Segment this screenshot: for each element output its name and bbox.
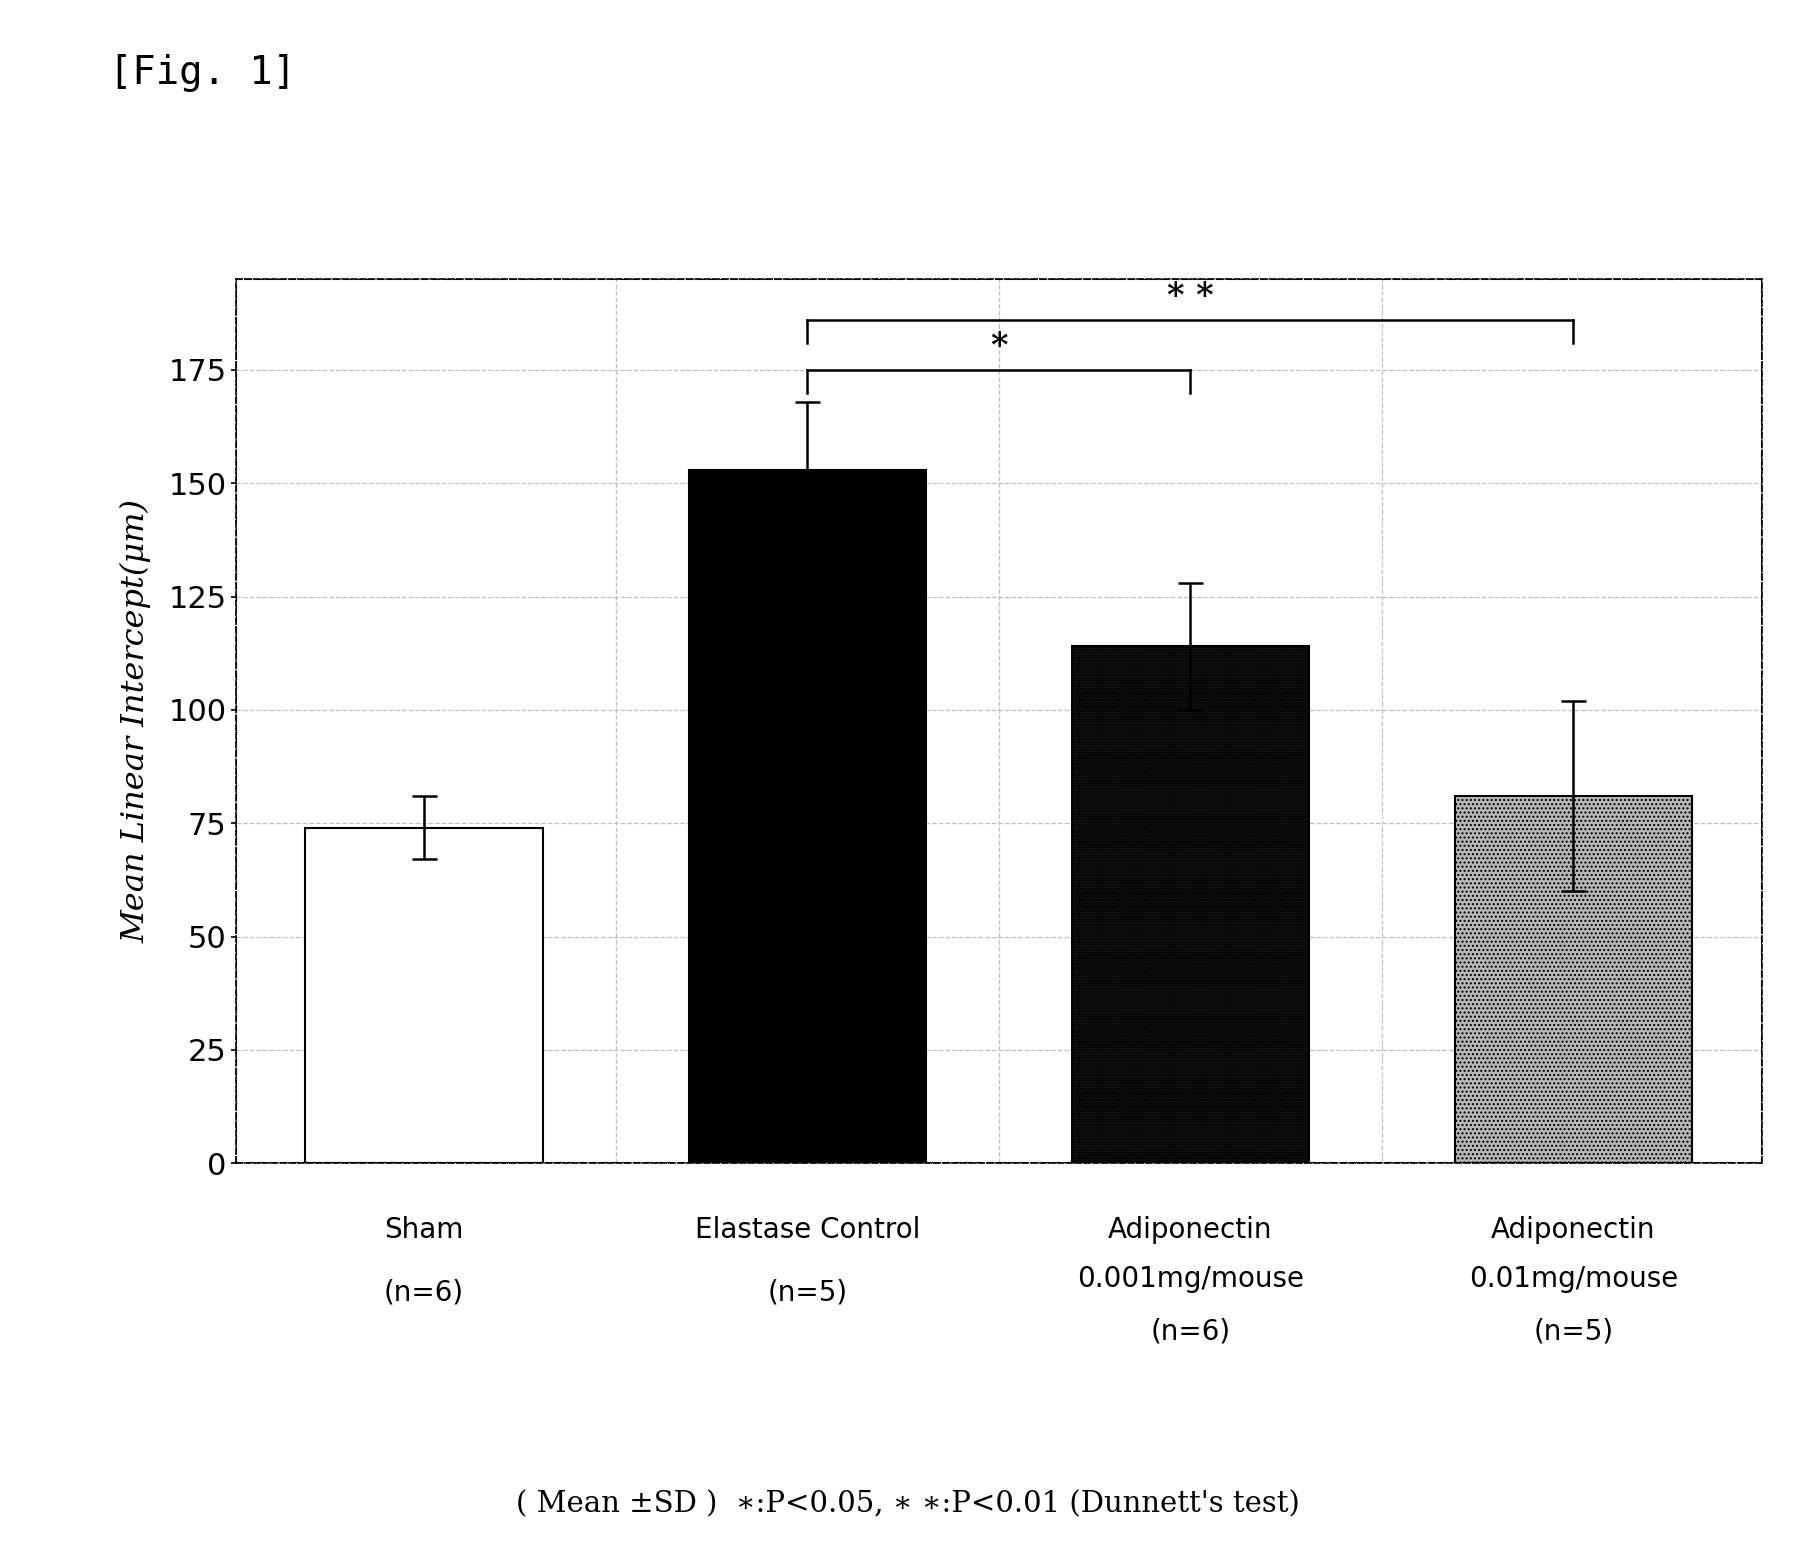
Text: (n=5): (n=5) xyxy=(766,1278,848,1306)
Text: (n=5): (n=5) xyxy=(1533,1318,1613,1346)
Text: (n=6): (n=6) xyxy=(385,1278,465,1306)
Text: *: * xyxy=(990,330,1008,363)
Bar xyxy=(1071,647,1309,1163)
Text: Adiponectin: Adiponectin xyxy=(1491,1216,1656,1244)
Text: [Fig. 1]: [Fig. 1] xyxy=(109,54,296,93)
Bar xyxy=(1455,796,1693,1163)
Y-axis label: Mean Linear Intercept(μm): Mean Linear Intercept(μm) xyxy=(120,499,151,943)
Text: Elastase Control: Elastase Control xyxy=(694,1216,921,1244)
Text: 0.001mg/mouse: 0.001mg/mouse xyxy=(1077,1266,1304,1294)
Text: Adiponectin: Adiponectin xyxy=(1108,1216,1273,1244)
Bar xyxy=(688,470,926,1163)
Text: ( Mean ±SD )  ∗:P<0.05, ∗ ∗:P<0.01 (Dunnett's test): ( Mean ±SD ) ∗:P<0.05, ∗ ∗:P<0.01 (Dunne… xyxy=(516,1491,1300,1518)
Text: 0.01mg/mouse: 0.01mg/mouse xyxy=(1469,1266,1678,1294)
Bar xyxy=(305,828,543,1163)
Text: Sham: Sham xyxy=(385,1216,463,1244)
Text: (n=6): (n=6) xyxy=(1150,1318,1231,1346)
Text: * *: * * xyxy=(1168,281,1213,313)
